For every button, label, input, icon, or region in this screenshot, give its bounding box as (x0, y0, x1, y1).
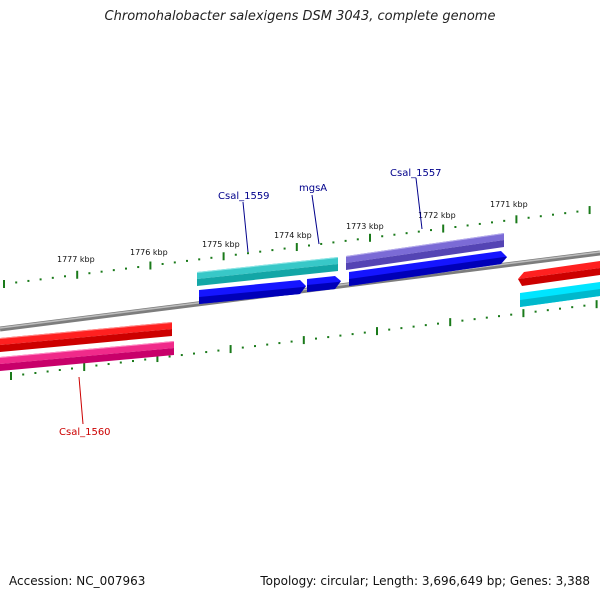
kbp-label-1776: 1776 kbp (130, 248, 168, 257)
feature-red-left[interactable] (0, 322, 172, 352)
leader-csal-1559 (242, 201, 249, 253)
map-title: Chromohalobacter salexigens DSM 3043, co… (104, 9, 496, 24)
upper-tick-track (3, 206, 591, 288)
feature-bright-red-right[interactable] (518, 261, 600, 286)
kbp-label-1772: 1772 kbp (418, 211, 456, 220)
genome-summary-text: Topology: circular; Length: 3,696,649 bp… (260, 574, 590, 588)
kbp-label-1771: 1771 kbp (490, 200, 528, 209)
gene-label-csal-1557[interactable]: Csal_1557 (390, 168, 442, 179)
leader-csal-1560 (78, 376, 84, 425)
feature-blue-arrow-1[interactable] (199, 280, 306, 304)
feature-csal-1560[interactable] (0, 341, 174, 371)
feature-mgsA-arrow[interactable] (307, 276, 341, 292)
feature-blue-arrow-2[interactable] (349, 251, 507, 286)
gene-label-csal-1560[interactable]: Csal_1560 (59, 427, 111, 438)
leader-csal-1557 (415, 177, 423, 230)
gene-label-csal-1559[interactable]: Csal_1559 (218, 191, 270, 202)
accession-text: Accession: NC_007963 (9, 574, 146, 588)
feature-csal-1557[interactable] (346, 233, 504, 270)
gene-label-mgsA[interactable]: mgsA (299, 183, 327, 194)
kbp-label-1777: 1777 kbp (57, 255, 95, 264)
lower-tick-track (10, 300, 598, 380)
kbp-label-1774: 1774 kbp (274, 231, 312, 240)
kbp-label-1775: 1775 kbp (202, 240, 240, 249)
feature-bright-cyan-right[interactable] (520, 282, 600, 307)
leader-mgsA (311, 194, 320, 245)
kbp-label-group: 1777 kbp 1776 kbp 1775 kbp 1774 kbp 1773… (57, 200, 528, 264)
kbp-label-1773: 1773 kbp (346, 222, 384, 231)
feature-csal-1559[interactable] (197, 257, 338, 286)
